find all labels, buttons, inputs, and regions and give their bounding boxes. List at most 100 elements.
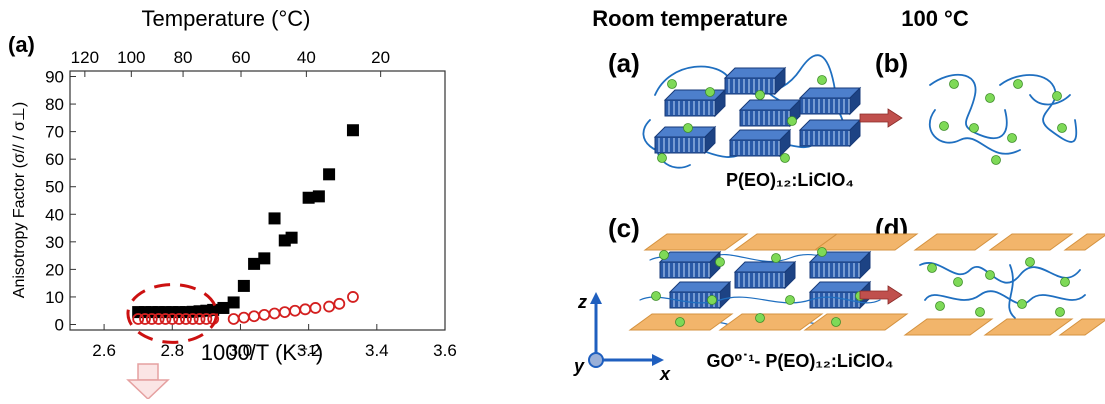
go-sheet (718, 313, 824, 331)
top-tick-label: 60 (232, 48, 251, 67)
li-ion (939, 121, 949, 131)
anisotropy-chart-panel: (a) Temperature (°C) 1000/T (K⁻¹) Anisot… (0, 0, 470, 401)
data-point-circle (268, 307, 281, 320)
top-axis-title: Temperature (°C) (142, 6, 311, 31)
top-tick-label: 40 (297, 48, 316, 67)
axis-label-y: y (573, 356, 585, 376)
y-tick-label: 40 (45, 205, 64, 224)
top-tick-label: 20 (371, 48, 390, 67)
li-ion (817, 75, 827, 85)
li-ion (991, 155, 1001, 165)
li-ion (1025, 257, 1035, 267)
data-point-square (285, 231, 298, 244)
go-sheet (913, 233, 999, 251)
plot-frame (69, 70, 446, 331)
x-axis-title: 1000/T (K⁻¹) (201, 340, 323, 365)
li-ion (755, 90, 765, 100)
li-ion (1007, 133, 1017, 143)
polymer-chain (929, 73, 1008, 140)
li-ion (715, 257, 725, 267)
polymer-chain (928, 109, 1021, 155)
li-ion (1052, 91, 1062, 101)
x-tick-label: 3.0 (229, 341, 253, 360)
highlight-ellipse (126, 283, 219, 344)
go-sheet (1058, 318, 1105, 336)
crystal-block (728, 128, 792, 158)
panel-label-c: (c) (608, 213, 640, 243)
li-ion (675, 317, 685, 327)
crystal-block (798, 86, 862, 116)
li-ion (707, 295, 717, 305)
x-tick-label: 3.2 (297, 341, 321, 360)
li-ion (1013, 79, 1023, 89)
go-sheet (988, 233, 1074, 251)
panel-d-graphic (903, 233, 1105, 336)
down-arrow-icon (126, 363, 170, 401)
data-point-circle (248, 310, 260, 323)
data-point-circle (180, 313, 192, 325)
y-tick-label: 20 (45, 260, 64, 279)
right-arrow-icon (859, 285, 903, 305)
data-point-circle (193, 313, 206, 325)
crystal-block (798, 118, 862, 148)
data-point-circle (200, 313, 213, 325)
polymer-chain (919, 262, 1081, 284)
axis-label-x: x (659, 364, 671, 384)
x-tick-label: 3.6 (433, 341, 457, 360)
data-point-square (248, 257, 261, 270)
data-point-circle (152, 313, 165, 325)
li-ion (785, 295, 795, 305)
xyz-axes-icon: z y x (573, 292, 671, 384)
polymer-chain (1029, 94, 1071, 106)
go-sheet (813, 233, 919, 251)
x-tick-label: 2.6 (92, 341, 116, 360)
axis-label-z: z (577, 292, 587, 312)
y-tick-label: 10 (45, 288, 64, 307)
crystal-block (808, 250, 872, 280)
data-point-circle (145, 313, 158, 325)
go-sheet (803, 313, 909, 331)
y-tick-label: 70 (45, 123, 64, 142)
li-ion (975, 307, 985, 317)
data-point-circle (323, 300, 335, 313)
li-ion (657, 153, 667, 163)
panel-a-graphic (642, 54, 862, 169)
y-tick-label: 60 (45, 150, 64, 169)
go-sheet (983, 318, 1074, 336)
li-ion (949, 79, 959, 89)
data-point-square (217, 301, 230, 314)
li-ion (969, 123, 979, 133)
data-point-square (237, 279, 250, 292)
y-tick-label: 30 (45, 233, 64, 252)
li-ion (1017, 299, 1027, 309)
top-tick-label: 80 (174, 48, 193, 67)
chart-panel-label: (a) (8, 32, 35, 57)
li-ion (787, 116, 797, 126)
y-tick-label: 50 (45, 178, 64, 197)
caption-go-peo-liclo4: GO⁰˙¹- P(EO)₁₂:LiClO₄ (707, 351, 894, 371)
header-room-temperature: Room temperature (592, 6, 788, 31)
crystal-block (733, 260, 797, 290)
panel-label-b: (b) (875, 48, 908, 78)
polymer-chain (639, 296, 881, 304)
data-point-circle (299, 303, 312, 316)
data-point-circle (237, 311, 250, 324)
x-tick-label: 2.8 (160, 341, 184, 360)
li-ion (985, 270, 995, 280)
crystal-block (658, 250, 722, 280)
polymer-chain (999, 74, 1078, 143)
data-point-circle (258, 308, 271, 321)
go-sheet (1063, 233, 1105, 251)
data-point-square (268, 212, 281, 225)
y-axis-title: Anisotropy Factor (σ// / σ⊥) (11, 102, 28, 298)
data-point-circle (333, 297, 346, 310)
li-ion (667, 79, 677, 89)
polymer-chain (642, 119, 821, 158)
x-tick-label: 3.4 (365, 341, 389, 360)
crystal-block (663, 88, 727, 118)
li-ion (927, 263, 937, 273)
li-ion (659, 250, 669, 260)
y-tick-label: 80 (45, 95, 64, 114)
data-point-square (346, 124, 359, 137)
data-point-circle (166, 313, 179, 325)
